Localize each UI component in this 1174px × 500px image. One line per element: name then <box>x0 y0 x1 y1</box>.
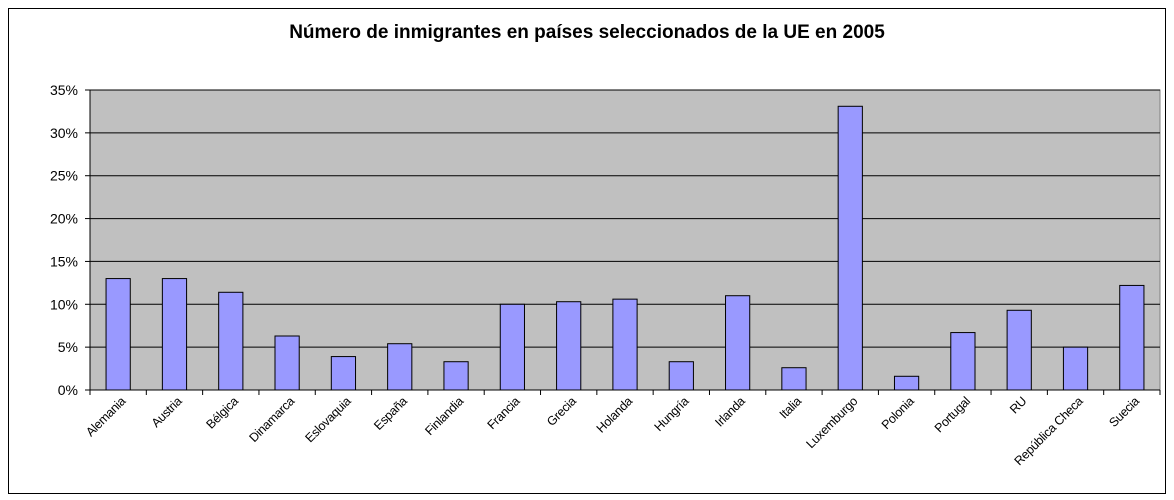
bar <box>893 375 920 391</box>
bar <box>218 291 244 391</box>
bar <box>1062 346 1089 391</box>
bar <box>105 278 131 391</box>
y-tick-label: 20% <box>50 211 78 227</box>
chart-title: Número de inmigrantes en países seleccio… <box>289 22 885 43</box>
bar <box>612 298 638 391</box>
category-label: Francia <box>485 394 523 432</box>
bar <box>274 335 300 391</box>
category-label: Portugal <box>932 394 973 435</box>
category-label: Bélgica <box>204 394 242 432</box>
category-label: Grecia <box>544 394 579 429</box>
category-label: Irlanda <box>712 394 748 430</box>
y-tick-label: 30% <box>50 125 78 141</box>
category-label: Alemania <box>83 394 128 439</box>
gridlines <box>90 89 1160 348</box>
category-label: Austria <box>149 394 185 430</box>
category-label: España <box>371 394 410 433</box>
bar <box>161 278 188 391</box>
category-label: Italia <box>777 394 805 422</box>
category-label: Finlandia <box>422 394 466 438</box>
y-tick-label: 35% <box>50 82 78 98</box>
category-label: Hungría <box>652 394 692 434</box>
bars <box>105 105 1145 391</box>
category-label: Suecia <box>1106 394 1142 430</box>
axes <box>85 89 1161 395</box>
bar <box>330 356 357 391</box>
bar <box>443 361 469 391</box>
y-tick-label: 0% <box>58 382 78 398</box>
category-label: Eslovaquia <box>303 394 354 445</box>
bar <box>950 332 976 391</box>
category-label: Dinamarca <box>246 394 297 445</box>
y-tick-label: 10% <box>50 296 78 312</box>
bar <box>668 361 694 391</box>
category-label: Polonia <box>879 394 917 432</box>
bar <box>387 343 413 391</box>
category-label: RU <box>1007 394 1029 416</box>
y-tick-label: 15% <box>50 253 78 269</box>
category-label: Luxemburgo <box>803 394 860 451</box>
y-tick-label: 5% <box>58 339 78 355</box>
category-label: Holanda <box>594 394 636 436</box>
bar <box>1119 284 1145 391</box>
bar <box>556 301 582 391</box>
bar <box>781 367 807 391</box>
bar <box>837 105 863 391</box>
bar <box>725 295 751 391</box>
y-tick-label: 25% <box>50 168 78 184</box>
bar <box>499 303 525 391</box>
bar <box>1006 309 1032 391</box>
